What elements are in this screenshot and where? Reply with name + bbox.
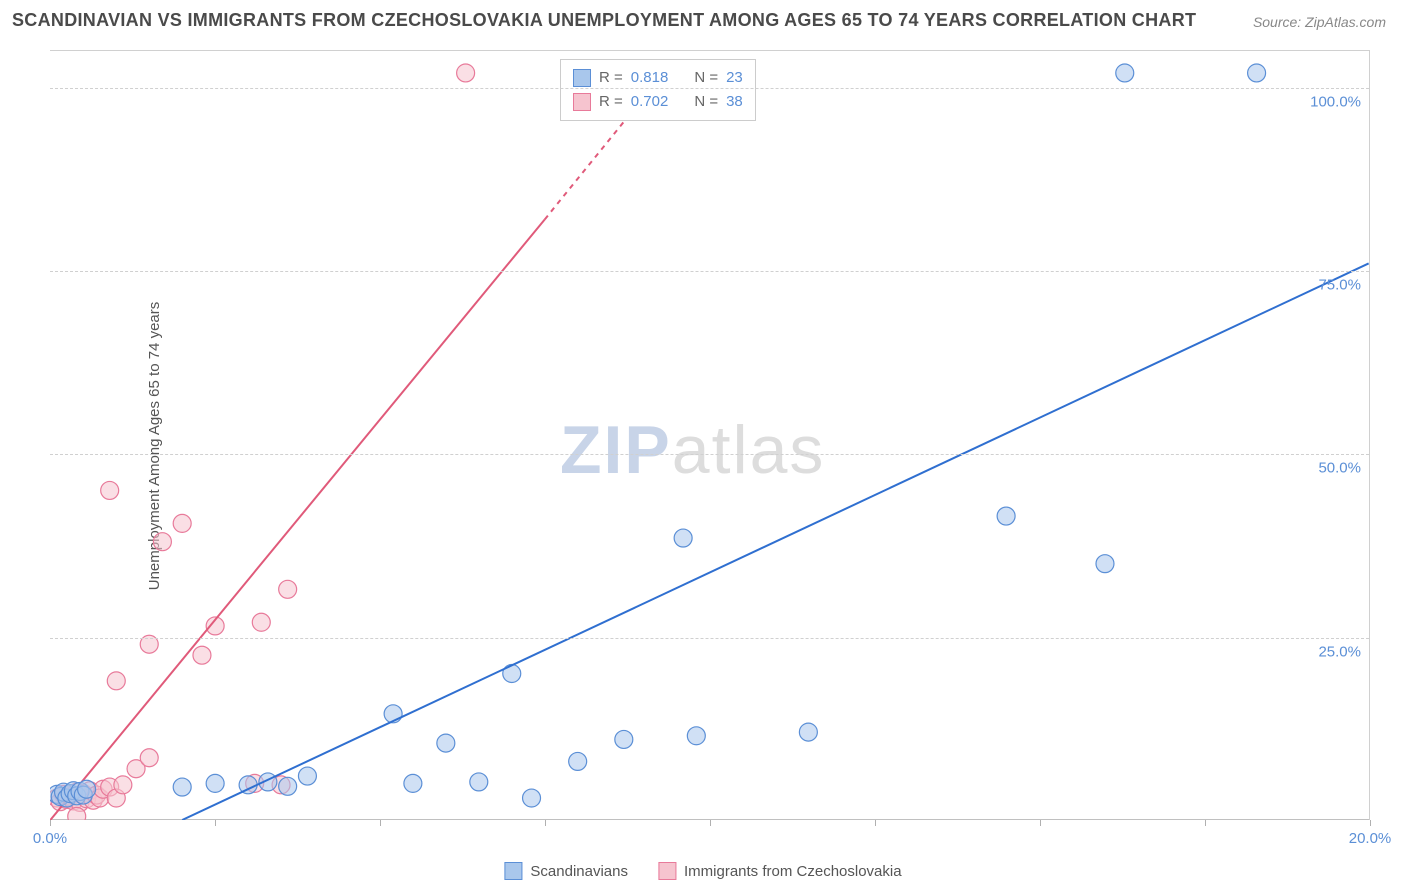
data-point xyxy=(569,752,587,770)
legend-swatch-pink xyxy=(658,862,676,880)
data-point xyxy=(252,613,270,631)
gridline xyxy=(50,88,1369,89)
data-point xyxy=(687,727,705,745)
data-point xyxy=(153,533,171,551)
data-point xyxy=(404,774,422,792)
y-tick-label: 100.0% xyxy=(1310,93,1361,110)
legend-label-pink: Immigrants from Czechoslovakia xyxy=(684,863,902,880)
x-tick xyxy=(710,820,711,826)
data-point xyxy=(279,777,297,795)
data-point xyxy=(78,780,96,798)
data-point xyxy=(279,580,297,598)
data-point xyxy=(1248,64,1266,82)
correlation-stats-legend: R = 0.818 N = 23 R = 0.702 N = 38 xyxy=(560,59,756,121)
n-label: N = xyxy=(694,90,718,114)
r-value-pink: 0.702 xyxy=(631,90,669,114)
data-point xyxy=(457,64,475,82)
r-value-blue: 0.818 xyxy=(631,66,669,90)
data-point xyxy=(615,730,633,748)
x-tick xyxy=(380,820,381,826)
data-point xyxy=(470,773,488,791)
n-label: N = xyxy=(694,66,718,90)
x-tick xyxy=(1370,820,1371,826)
source-attribution: Source: ZipAtlas.com xyxy=(1253,14,1386,30)
n-value-blue: 23 xyxy=(726,66,743,90)
x-tick xyxy=(50,820,51,826)
legend-item-pink: Immigrants from Czechoslovakia xyxy=(658,862,902,880)
r-label: R = xyxy=(599,90,623,114)
bottom-legend: Scandinavians Immigrants from Czechoslov… xyxy=(504,862,901,880)
data-point xyxy=(206,774,224,792)
y-tick-label: 25.0% xyxy=(1318,643,1361,660)
legend-swatch-blue xyxy=(573,69,591,87)
data-point xyxy=(1116,64,1134,82)
gridline xyxy=(50,271,1369,272)
x-tick xyxy=(875,820,876,826)
data-point xyxy=(68,807,86,820)
legend-swatch-pink xyxy=(573,93,591,111)
x-tick xyxy=(215,820,216,826)
stats-row-blue: R = 0.818 N = 23 xyxy=(573,66,743,90)
x-tick xyxy=(1040,820,1041,826)
x-tick xyxy=(1205,820,1206,826)
r-label: R = xyxy=(599,66,623,90)
data-point xyxy=(799,723,817,741)
y-tick-label: 50.0% xyxy=(1318,460,1361,477)
data-point xyxy=(114,776,132,794)
plot-area: ZIPatlas R = 0.818 N = 23 R = 0.702 N = … xyxy=(50,50,1370,820)
scatter-plot-svg xyxy=(50,51,1369,820)
data-point xyxy=(140,749,158,767)
data-point xyxy=(193,646,211,664)
data-point xyxy=(101,481,119,499)
data-point xyxy=(523,789,541,807)
chart-title: SCANDINAVIAN VS IMMIGRANTS FROM CZECHOSL… xyxy=(12,10,1196,31)
y-tick-label: 75.0% xyxy=(1318,277,1361,294)
data-point xyxy=(503,665,521,683)
data-point xyxy=(1096,555,1114,573)
legend-swatch-blue xyxy=(504,862,522,880)
chart-container: SCANDINAVIAN VS IMMIGRANTS FROM CZECHOSL… xyxy=(0,0,1406,892)
data-point xyxy=(437,734,455,752)
data-point xyxy=(298,767,316,785)
x-tick-label: 20.0% xyxy=(1349,830,1392,847)
data-point xyxy=(674,529,692,547)
data-point xyxy=(173,778,191,796)
legend-label-blue: Scandinavians xyxy=(530,863,628,880)
n-value-pink: 38 xyxy=(726,90,743,114)
gridline xyxy=(50,638,1369,639)
x-tick xyxy=(545,820,546,826)
x-tick-label: 0.0% xyxy=(33,830,67,847)
data-point xyxy=(107,672,125,690)
legend-item-blue: Scandinavians xyxy=(504,862,628,880)
gridline xyxy=(50,454,1369,455)
stats-row-pink: R = 0.702 N = 38 xyxy=(573,90,743,114)
data-point xyxy=(173,514,191,532)
data-point xyxy=(997,507,1015,525)
